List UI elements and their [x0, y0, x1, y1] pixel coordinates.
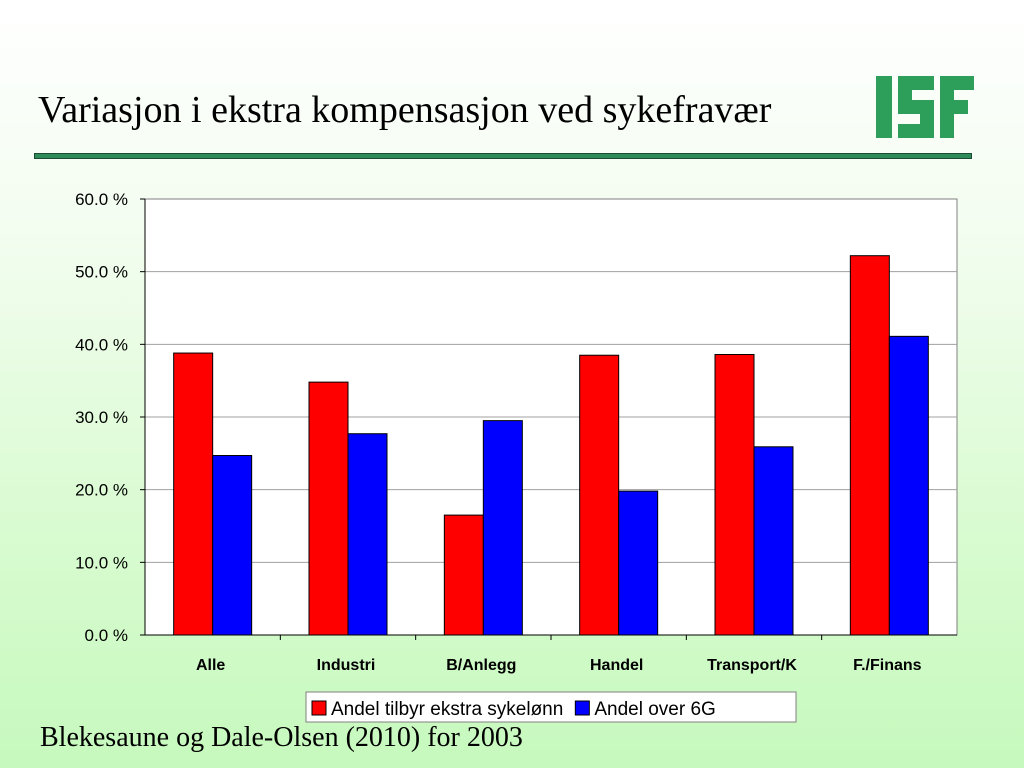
y-tick-label: 50.0 % [75, 263, 128, 282]
bar-over-6g [347, 433, 388, 636]
y-tick-label: 60.0 % [75, 190, 128, 209]
isf-logo [876, 76, 974, 138]
x-category-label: B/Anlegg [446, 657, 516, 674]
source-citation: Blekesaune og Dale-Olsen (2010) for 2003 [40, 722, 523, 753]
x-category-label: Handel [590, 657, 643, 674]
title-rule [34, 153, 972, 159]
y-tick-label: 10.0 % [75, 553, 128, 572]
legend-label: Andel over 6G [594, 699, 715, 720]
x-category-label: F./Finans [853, 657, 922, 674]
x-axis-categories: Alle Industri B/Anlegg Handel Transport/K F./… [145, 634, 957, 674]
bar-over-6g [212, 455, 253, 636]
y-axis-ticks: 0.0 % 10.0 % 20.0 % 30.0 % 40.0 % 50.0 % 60.0 … [75, 190, 146, 645]
legend-swatch [574, 700, 590, 716]
bar-ekstra-sykelonn [443, 514, 484, 636]
bar-ekstra-sykelonn [173, 352, 214, 636]
legend: Andel tilbyr ekstra sykelønn Andel over 6… [305, 691, 797, 723]
bar-ekstra-sykelonn [308, 381, 349, 636]
legend-box [305, 691, 797, 723]
x-category-label: Industri [317, 657, 376, 674]
bar-over-6g [482, 420, 523, 636]
bar-over-6g [888, 335, 929, 636]
legend-swatch [311, 700, 327, 716]
y-tick-label: 20.0 % [75, 481, 128, 500]
y-tick-label: 0.0 % [85, 626, 128, 645]
y-tick-label: 30.0 % [75, 408, 128, 427]
y-tick-label: 40.0 % [75, 335, 128, 354]
slide-title: Variasjon i ekstra kompensasjon ved syke… [38, 89, 772, 131]
x-category-label: Transport/K [707, 657, 797, 674]
bar-ekstra-sykelonn [849, 255, 890, 636]
bar-over-6g [618, 490, 659, 636]
x-category-label: Alle [196, 657, 225, 674]
bars [173, 255, 929, 636]
legend-label: Andel tilbyr ekstra sykelønn [331, 699, 563, 720]
gridlines [145, 271, 957, 563]
bar-ekstra-sykelonn [579, 354, 620, 636]
bar-over-6g [753, 446, 794, 636]
bar-ekstra-sykelonn [714, 354, 755, 636]
